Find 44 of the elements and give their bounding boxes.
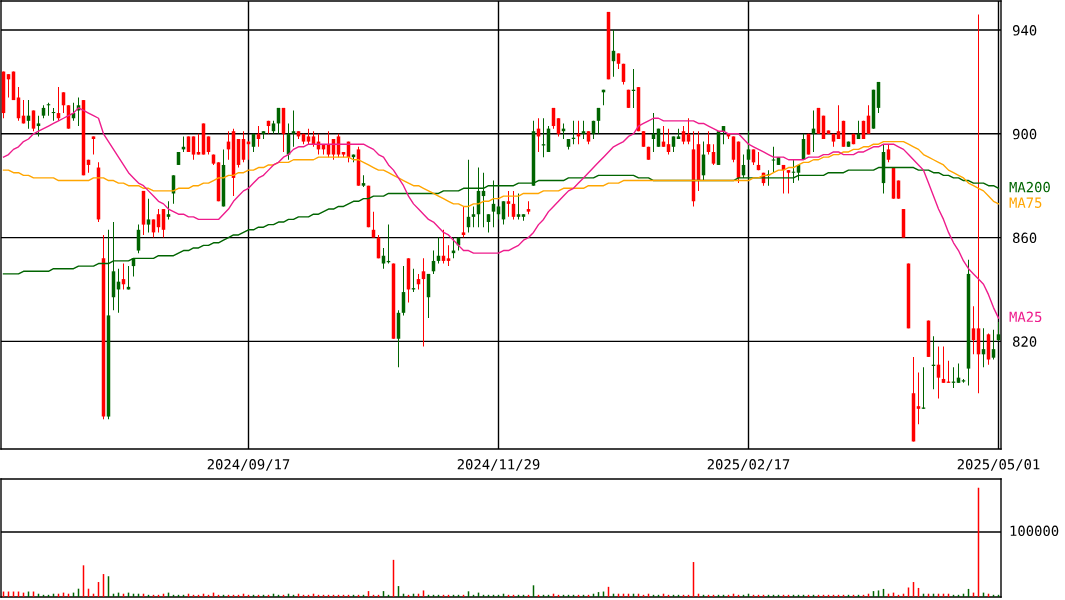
y-tick-label: 900 xyxy=(1012,128,1037,140)
x-tick-label: 2024/09/17 xyxy=(207,459,290,471)
y-tick-label: 860 xyxy=(1013,232,1037,244)
candlestick xyxy=(606,11,611,80)
candlestick xyxy=(656,128,661,147)
series-label: MA200 xyxy=(1009,181,1050,193)
candlestick xyxy=(806,133,811,155)
candlestick xyxy=(906,263,911,329)
candlestick xyxy=(201,123,206,155)
candlestick xyxy=(841,120,846,147)
candlestick xyxy=(851,133,856,145)
candlestick xyxy=(626,89,631,108)
candlestick xyxy=(646,146,651,160)
candlestick xyxy=(891,167,896,199)
candlestick xyxy=(641,131,646,147)
series-label: MA25 xyxy=(1009,311,1042,323)
y-tick-label: 940 xyxy=(1012,25,1037,36)
candlestick xyxy=(861,120,866,140)
candlestick xyxy=(366,185,371,228)
candlestick xyxy=(66,105,71,129)
candlestick xyxy=(816,107,821,134)
candlestick xyxy=(846,141,851,147)
candlestick xyxy=(636,87,641,132)
candlestick xyxy=(821,115,826,140)
x-tick-label: 2025/02/17 xyxy=(707,459,790,471)
line-series xyxy=(2,107,1000,319)
candlestick xyxy=(216,162,221,202)
line-series xyxy=(2,140,1000,208)
candlestick xyxy=(871,89,876,129)
candlestick xyxy=(826,130,831,134)
candlestick xyxy=(926,320,931,357)
candlestick xyxy=(176,151,181,165)
candlestick xyxy=(391,263,396,339)
candlestick xyxy=(11,71,16,101)
candlestick xyxy=(901,209,906,238)
candlestick xyxy=(716,131,721,165)
candlestick xyxy=(186,136,191,152)
series-label: MA75 xyxy=(1009,197,1042,208)
candlestick xyxy=(81,100,86,176)
candlestick xyxy=(896,180,901,199)
y-tick-label: 820 xyxy=(1013,336,1037,347)
x-tick-label: 2025/05/01 xyxy=(957,459,1040,471)
x-tick-label: 2024/11/29 xyxy=(457,459,540,471)
text: 100000 xyxy=(1010,525,1059,537)
